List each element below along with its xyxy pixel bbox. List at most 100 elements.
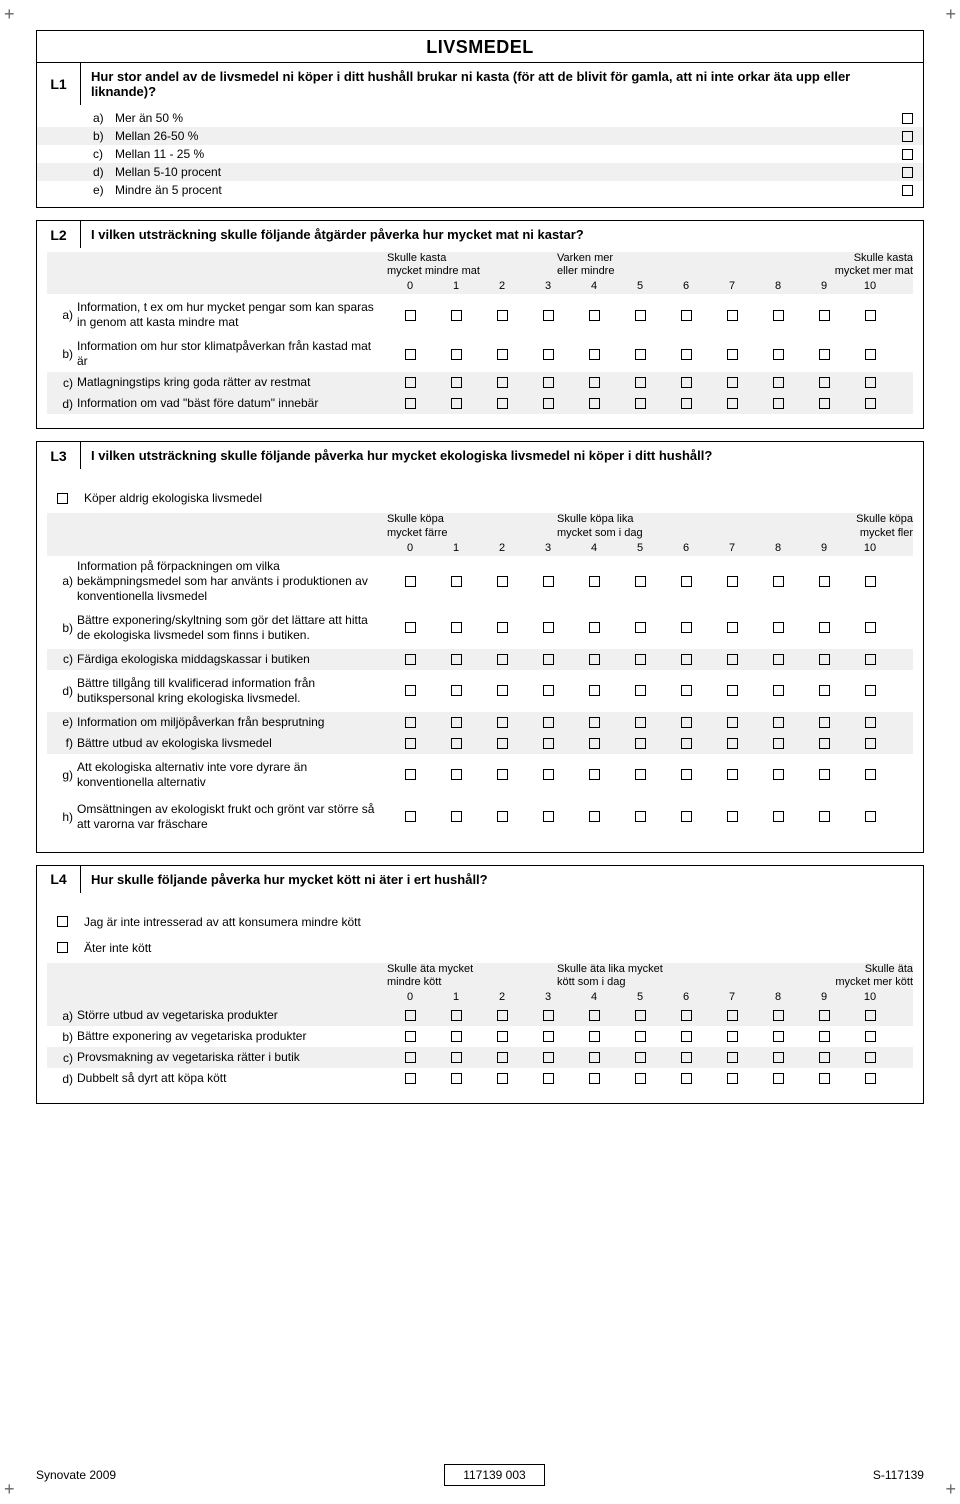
checkbox[interactable] bbox=[681, 349, 692, 360]
checkbox[interactable] bbox=[773, 349, 784, 360]
checkbox[interactable] bbox=[405, 717, 416, 728]
checkbox[interactable] bbox=[819, 1031, 830, 1042]
checkbox[interactable] bbox=[405, 310, 416, 321]
checkbox[interactable] bbox=[589, 1031, 600, 1042]
checkbox[interactable] bbox=[451, 769, 462, 780]
checkbox[interactable] bbox=[819, 377, 830, 388]
checkbox[interactable] bbox=[681, 1010, 692, 1021]
checkbox[interactable] bbox=[497, 717, 508, 728]
checkbox[interactable] bbox=[589, 1010, 600, 1021]
checkbox[interactable] bbox=[773, 654, 784, 665]
checkbox[interactable] bbox=[589, 349, 600, 360]
checkbox[interactable] bbox=[543, 685, 554, 696]
checkbox[interactable] bbox=[451, 349, 462, 360]
checkbox[interactable] bbox=[681, 622, 692, 633]
checkbox[interactable] bbox=[589, 1073, 600, 1084]
checkbox[interactable] bbox=[451, 717, 462, 728]
checkbox[interactable] bbox=[451, 654, 462, 665]
checkbox[interactable] bbox=[451, 1052, 462, 1063]
checkbox[interactable] bbox=[773, 1052, 784, 1063]
checkbox[interactable] bbox=[773, 576, 784, 587]
checkbox[interactable] bbox=[543, 654, 554, 665]
checkbox[interactable] bbox=[727, 811, 738, 822]
checkbox[interactable] bbox=[681, 1052, 692, 1063]
checkbox[interactable] bbox=[543, 1031, 554, 1042]
checkbox[interactable] bbox=[451, 310, 462, 321]
checkbox[interactable] bbox=[497, 769, 508, 780]
checkbox[interactable] bbox=[405, 654, 416, 665]
checkbox[interactable] bbox=[405, 349, 416, 360]
checkbox[interactable] bbox=[451, 685, 462, 696]
checkbox[interactable] bbox=[589, 769, 600, 780]
checkbox[interactable] bbox=[57, 493, 68, 504]
checkbox[interactable] bbox=[773, 398, 784, 409]
checkbox[interactable] bbox=[902, 167, 913, 178]
checkbox[interactable] bbox=[543, 398, 554, 409]
checkbox[interactable] bbox=[727, 1073, 738, 1084]
checkbox[interactable] bbox=[635, 769, 646, 780]
checkbox[interactable] bbox=[773, 310, 784, 321]
checkbox[interactable] bbox=[902, 131, 913, 142]
checkbox[interactable] bbox=[451, 622, 462, 633]
checkbox[interactable] bbox=[865, 1052, 876, 1063]
checkbox[interactable] bbox=[543, 1052, 554, 1063]
checkbox[interactable] bbox=[589, 685, 600, 696]
checkbox[interactable] bbox=[635, 717, 646, 728]
checkbox[interactable] bbox=[589, 576, 600, 587]
checkbox[interactable] bbox=[819, 769, 830, 780]
checkbox[interactable] bbox=[543, 717, 554, 728]
checkbox[interactable] bbox=[543, 738, 554, 749]
checkbox[interactable] bbox=[589, 717, 600, 728]
checkbox[interactable] bbox=[635, 398, 646, 409]
checkbox[interactable] bbox=[773, 1073, 784, 1084]
checkbox[interactable] bbox=[727, 398, 738, 409]
checkbox[interactable] bbox=[865, 398, 876, 409]
checkbox[interactable] bbox=[819, 1073, 830, 1084]
checkbox[interactable] bbox=[635, 622, 646, 633]
checkbox[interactable] bbox=[773, 738, 784, 749]
checkbox[interactable] bbox=[865, 349, 876, 360]
checkbox[interactable] bbox=[681, 1073, 692, 1084]
checkbox[interactable] bbox=[865, 1010, 876, 1021]
checkbox[interactable] bbox=[819, 1052, 830, 1063]
checkbox[interactable] bbox=[451, 576, 462, 587]
checkbox[interactable] bbox=[773, 1031, 784, 1042]
checkbox[interactable] bbox=[635, 349, 646, 360]
checkbox[interactable] bbox=[635, 576, 646, 587]
checkbox[interactable] bbox=[497, 377, 508, 388]
checkbox[interactable] bbox=[497, 576, 508, 587]
checkbox[interactable] bbox=[681, 769, 692, 780]
checkbox[interactable] bbox=[681, 654, 692, 665]
checkbox[interactable] bbox=[405, 811, 416, 822]
checkbox[interactable] bbox=[773, 1010, 784, 1021]
checkbox[interactable] bbox=[727, 1052, 738, 1063]
checkbox[interactable] bbox=[727, 576, 738, 587]
checkbox[interactable] bbox=[819, 811, 830, 822]
checkbox[interactable] bbox=[681, 738, 692, 749]
checkbox[interactable] bbox=[681, 576, 692, 587]
checkbox[interactable] bbox=[727, 717, 738, 728]
checkbox[interactable] bbox=[819, 1010, 830, 1021]
checkbox[interactable] bbox=[451, 738, 462, 749]
checkbox[interactable] bbox=[773, 685, 784, 696]
checkbox[interactable] bbox=[451, 377, 462, 388]
checkbox[interactable] bbox=[902, 185, 913, 196]
checkbox[interactable] bbox=[865, 1073, 876, 1084]
checkbox[interactable] bbox=[497, 1031, 508, 1042]
checkbox[interactable] bbox=[865, 654, 876, 665]
checkbox[interactable] bbox=[681, 717, 692, 728]
checkbox[interactable] bbox=[727, 1010, 738, 1021]
checkbox[interactable] bbox=[405, 377, 416, 388]
checkbox[interactable] bbox=[773, 622, 784, 633]
checkbox[interactable] bbox=[589, 654, 600, 665]
checkbox[interactable] bbox=[635, 1010, 646, 1021]
checkbox[interactable] bbox=[405, 685, 416, 696]
checkbox[interactable] bbox=[727, 622, 738, 633]
checkbox[interactable] bbox=[589, 377, 600, 388]
checkbox[interactable] bbox=[497, 738, 508, 749]
checkbox[interactable] bbox=[497, 310, 508, 321]
checkbox[interactable] bbox=[635, 310, 646, 321]
checkbox[interactable] bbox=[635, 654, 646, 665]
checkbox[interactable] bbox=[727, 685, 738, 696]
checkbox[interactable] bbox=[635, 738, 646, 749]
